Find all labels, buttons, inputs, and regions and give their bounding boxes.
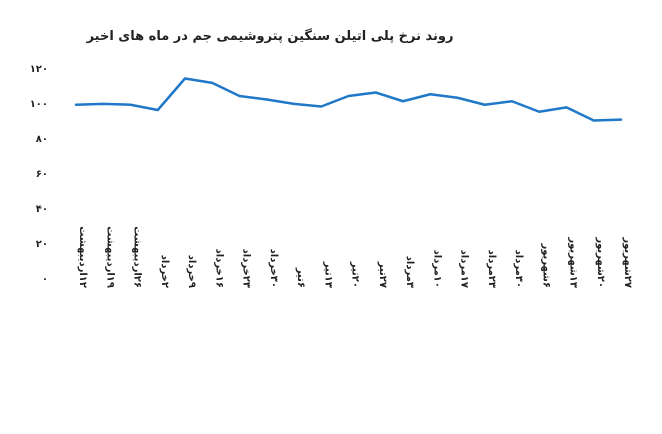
x-tick-label: ۱۳شهریور xyxy=(568,236,579,288)
x-tick-label: ۶تیر xyxy=(295,267,306,288)
x-tick-label: ۳مرداد xyxy=(404,256,415,288)
x-tick-label: ۲۳خرداد xyxy=(241,249,252,288)
x-axis: ۱۲اردیبهشت ۱۹اردیبهشت ۲۶اردیبهشت ۲خرداد ۹خرد… xyxy=(77,226,633,288)
y-tick-label: ۰ xyxy=(42,274,48,285)
data-point xyxy=(402,100,404,103)
x-tick-label: ۱۲اردیبهشت xyxy=(77,226,88,288)
y-tick-label: ۴۰ xyxy=(36,204,48,215)
data-point xyxy=(129,103,132,106)
x-tick-label: ۶شهریور xyxy=(540,242,551,288)
x-tick-label: ۱۹اردیبهشت xyxy=(104,226,115,288)
data-point xyxy=(374,91,377,94)
data-point xyxy=(511,100,513,103)
data-point xyxy=(320,105,323,108)
y-tick-label: ۱۰۰ xyxy=(30,99,48,110)
x-tick-label: ۳۰خرداد xyxy=(268,249,279,288)
data-point xyxy=(565,106,568,109)
data-point xyxy=(102,102,105,105)
data-point xyxy=(293,102,295,105)
data-point xyxy=(184,77,186,80)
data-point xyxy=(238,95,241,97)
x-tick-label: ۲خرداد xyxy=(159,255,170,288)
data-point xyxy=(429,93,432,96)
x-tick-label: ۹خرداد xyxy=(186,255,197,288)
series-line xyxy=(74,77,623,122)
x-tick-label: ۱۳تیر xyxy=(322,261,333,288)
data-point xyxy=(620,118,622,121)
data-point xyxy=(538,110,541,113)
x-tick-label: ۱۷مرداد xyxy=(459,250,470,288)
data-point xyxy=(483,103,486,106)
y-axis: ۰ ۲۰ ۴۰ ۶۰ ۸۰ ۱۰۰ ۱۲۰ xyxy=(30,64,48,285)
y-tick-label: ۸۰ xyxy=(36,134,48,145)
x-tick-label: ۱۰مرداد xyxy=(431,250,442,288)
x-tick-label: ۲۳مرداد xyxy=(486,250,497,288)
x-tick-label: ۲۰شهریور xyxy=(595,236,606,288)
data-point xyxy=(456,96,459,99)
x-tick-label: ۱۶خرداد xyxy=(213,249,224,288)
data-point xyxy=(211,81,214,84)
x-tick-label: ۲۶اردیبهشت xyxy=(132,226,143,288)
x-tick-label: ۳۰مرداد xyxy=(513,250,524,288)
x-tick-label: ۲۷تیر xyxy=(377,261,388,288)
data-point xyxy=(265,98,268,101)
x-tick-label: ۲۰تیر xyxy=(350,261,361,288)
series-layer xyxy=(74,77,623,122)
x-tick-label: ۲۷شهریور xyxy=(622,236,633,288)
data-point xyxy=(75,103,77,106)
data-point xyxy=(347,95,350,97)
data-point xyxy=(592,119,595,122)
chart-title: روند نرخ پلی اتیلن سنگین پتروشیمی جم در … xyxy=(86,28,454,44)
data-point xyxy=(156,109,159,111)
y-tick-label: ۱۲۰ xyxy=(30,64,48,75)
y-tick-label: ۶۰ xyxy=(36,169,48,180)
y-tick-label: ۲۰ xyxy=(36,239,48,250)
